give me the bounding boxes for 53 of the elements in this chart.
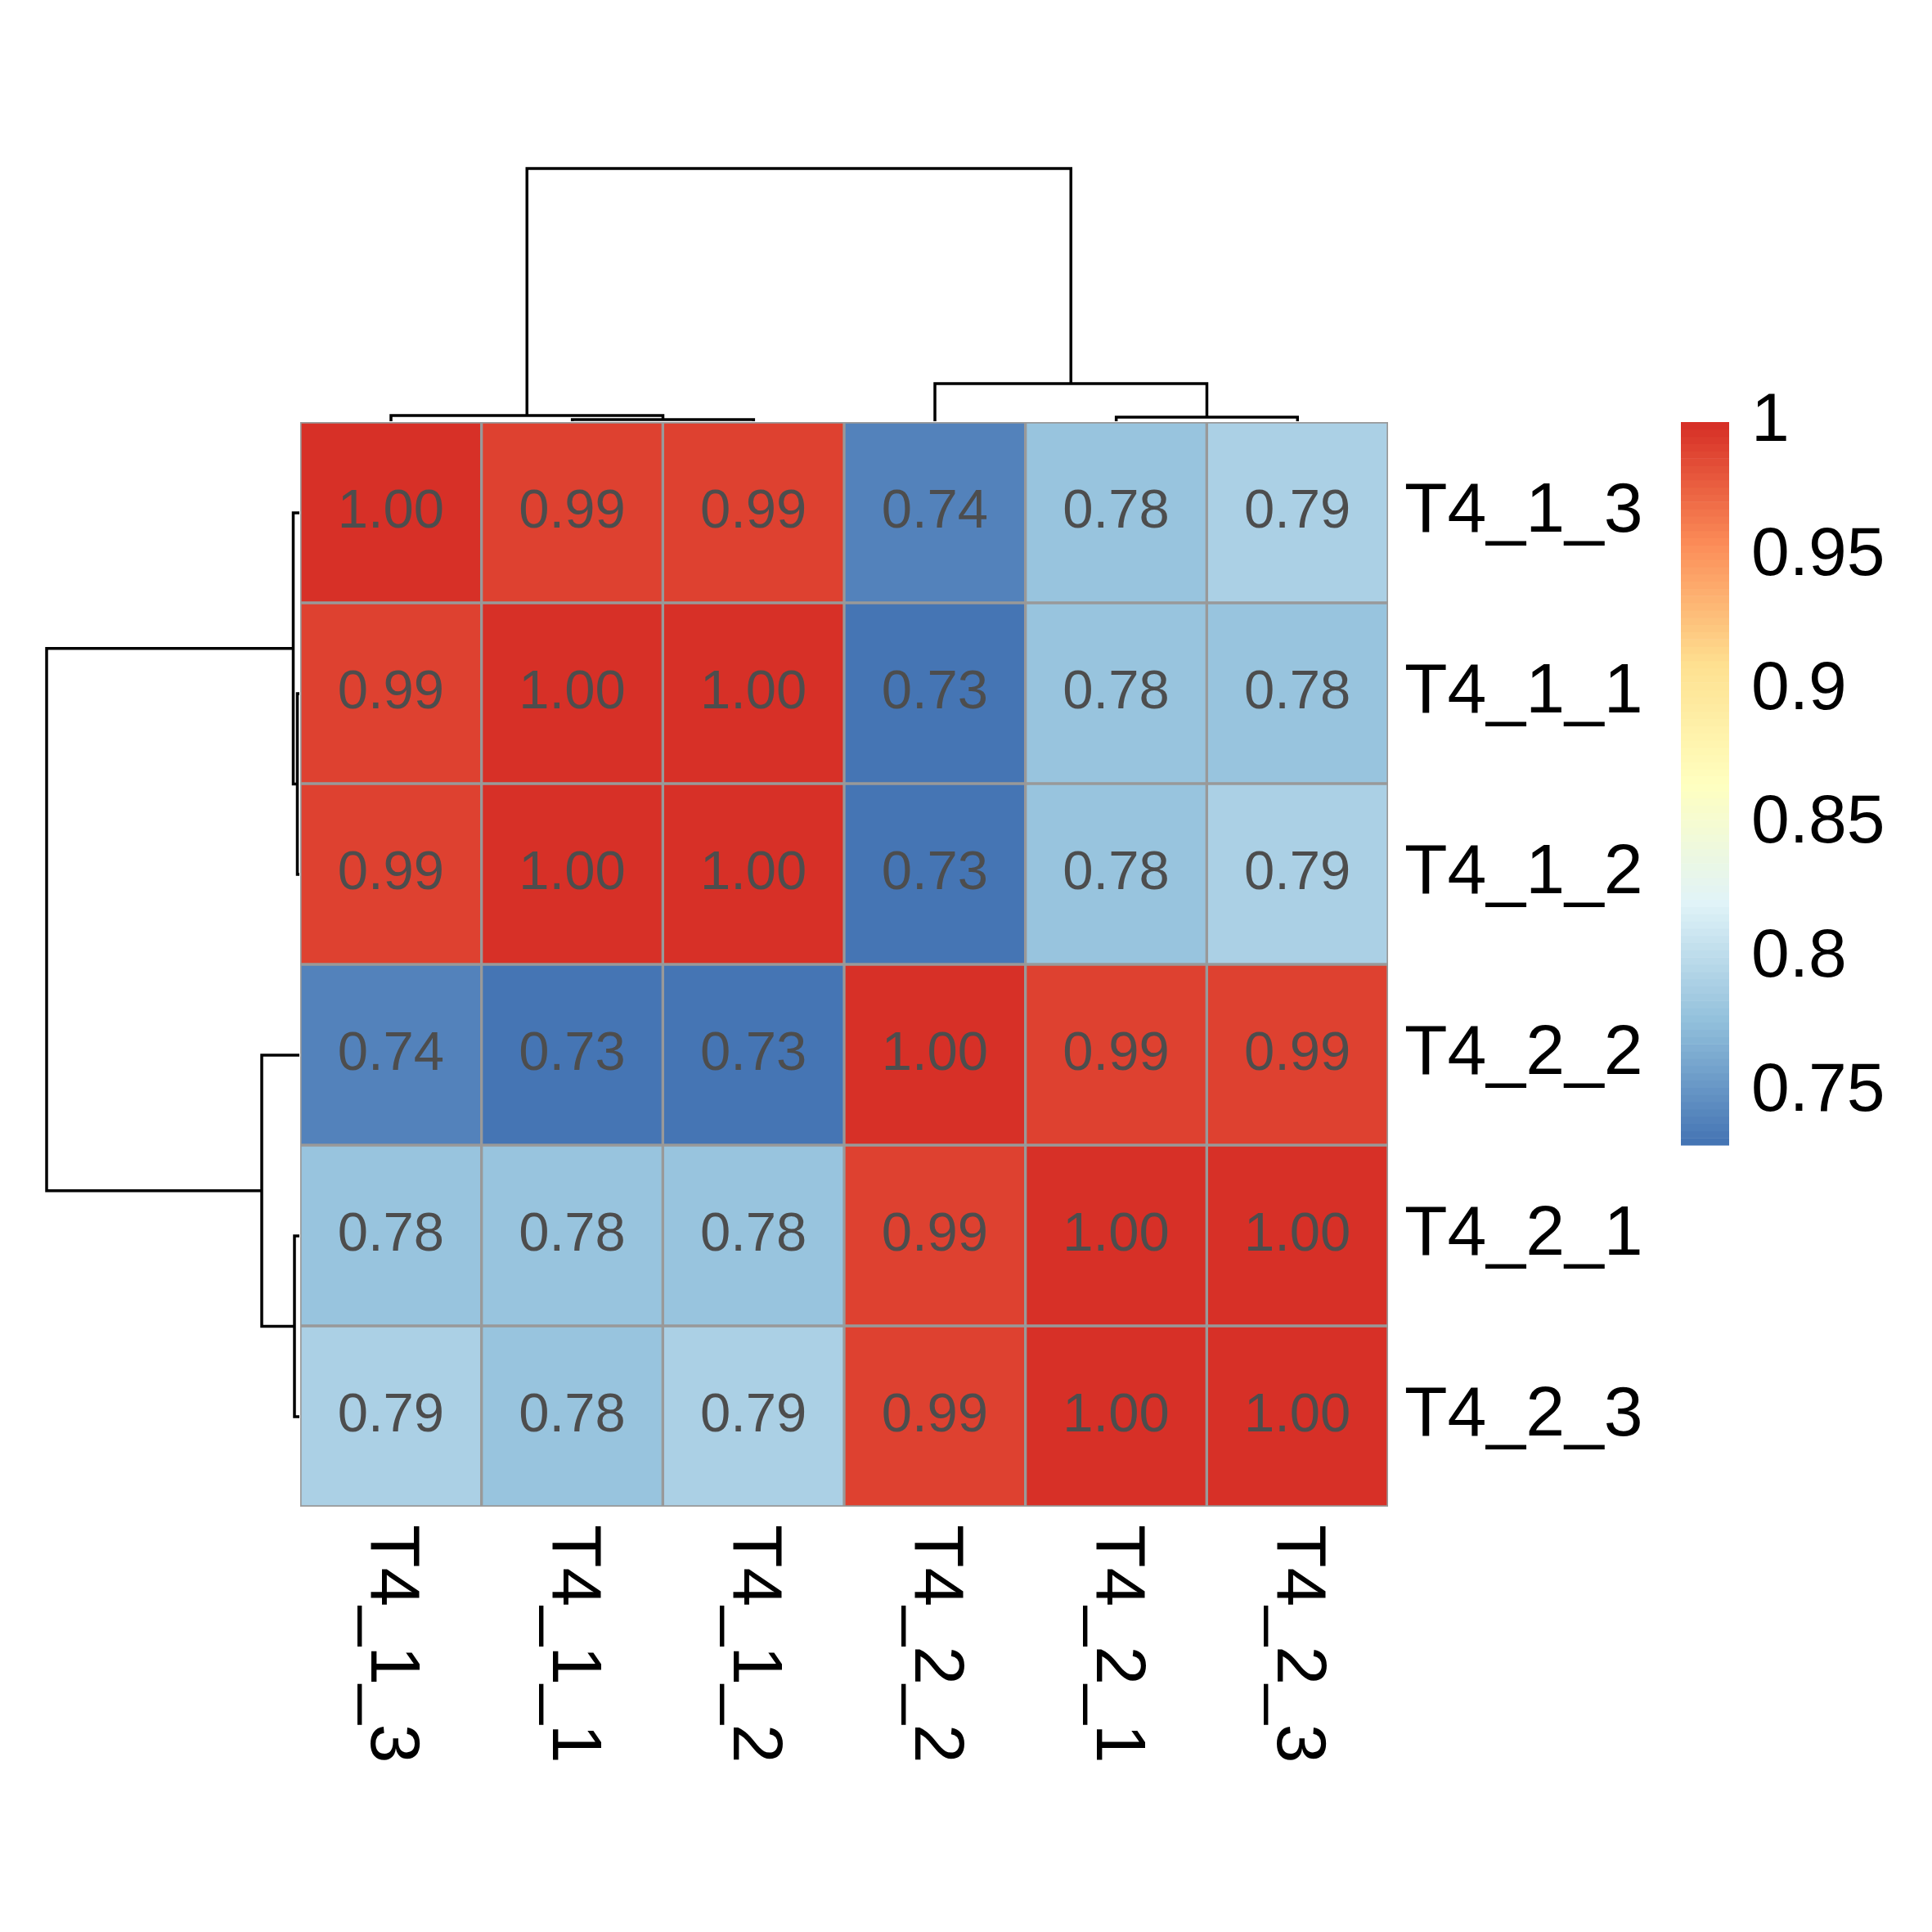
data-label: 1.00 [337, 477, 445, 539]
data-label: 1.00 [699, 658, 807, 720]
data-label: 1.00 [519, 838, 626, 901]
color-bar-label: 0.8 [1751, 914, 1847, 991]
data-label: 0.99 [337, 658, 445, 720]
data-label: 0.79 [337, 1381, 445, 1443]
color-bar-label: 0.75 [1751, 1048, 1885, 1126]
data-label: 0.79 [699, 1381, 807, 1443]
data-label: 0.78 [519, 1200, 626, 1262]
data-label: 0.78 [1243, 658, 1351, 720]
data-label: 0.99 [881, 1200, 989, 1262]
data-label: 0.99 [519, 477, 626, 539]
y-tick-label: T4_2_3 [1404, 1372, 1643, 1451]
data-label: 1.00 [881, 1019, 989, 1081]
color-bar-label: 0.95 [1751, 512, 1885, 590]
data-label: 0.73 [699, 1019, 807, 1081]
data-label: 0.79 [1243, 838, 1351, 901]
y-tick-label: T4_2_2 [1404, 1010, 1643, 1090]
x-tick-label: T4_2_1 [1081, 1525, 1161, 1764]
y-tick-label: T4_1_3 [1404, 468, 1643, 547]
x-tick-label: T4_1_3 [357, 1525, 436, 1764]
y-tick-label: T4_1_1 [1404, 649, 1643, 728]
data-label: 1.00 [1243, 1381, 1351, 1443]
data-label: 0.73 [881, 658, 989, 720]
x-tick-label: T4_1_2 [719, 1525, 798, 1764]
y-tick-label: T4_1_2 [1404, 829, 1643, 909]
data-label: 1.00 [1063, 1200, 1170, 1262]
data-label: 0.99 [337, 838, 445, 901]
data-label: 0.99 [1063, 1019, 1170, 1081]
data-label: 0.99 [881, 1381, 989, 1443]
data-label: 0.78 [1063, 658, 1170, 720]
data-label: 0.99 [1243, 1019, 1351, 1081]
y-tick-label: T4_2_1 [1404, 1191, 1643, 1270]
data-label: 1.00 [519, 658, 626, 720]
data-label: 0.78 [337, 1200, 445, 1262]
data-label: 0.74 [881, 477, 989, 539]
data-label: 0.78 [1063, 477, 1170, 539]
color-bar-label: 1 [1751, 379, 1790, 456]
data-label: 0.79 [1243, 477, 1351, 539]
data-label: 1.00 [1243, 1200, 1351, 1262]
color-bar-label: 0.9 [1751, 646, 1847, 724]
data-label: 0.99 [699, 477, 807, 539]
data-label: 0.73 [881, 838, 989, 901]
data-label: 0.73 [519, 1019, 626, 1081]
data-label: 1.00 [1063, 1381, 1170, 1443]
data-label: 0.78 [699, 1200, 807, 1262]
color-bar-label: 0.85 [1751, 780, 1885, 858]
x-tick-label: T4_1_1 [537, 1525, 617, 1764]
x-tick-label: T4_2_2 [901, 1525, 980, 1764]
data-label: 0.78 [1063, 838, 1170, 901]
data-label: 0.78 [519, 1381, 626, 1443]
data-label: 0.74 [337, 1019, 445, 1081]
data-label: 1.00 [699, 838, 807, 901]
